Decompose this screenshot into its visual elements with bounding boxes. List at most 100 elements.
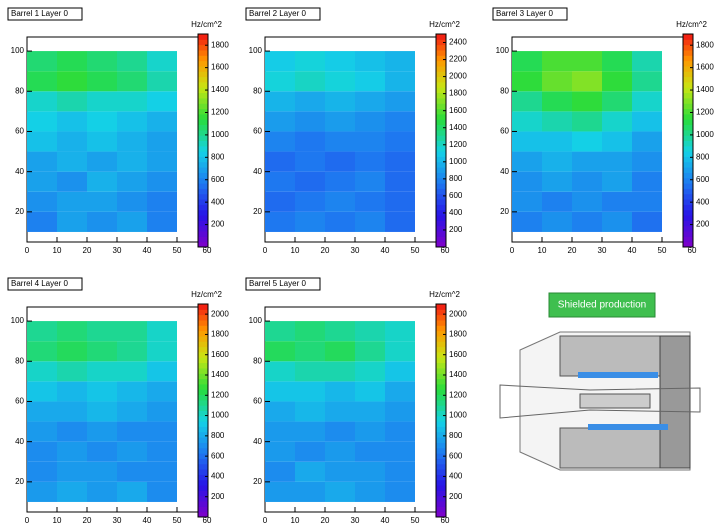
heat-cell [87, 171, 117, 192]
colorbar-segment [683, 81, 693, 88]
chart-title: Barrel 3 Layer 0 [496, 9, 553, 18]
x-tick-label: 10 [291, 516, 300, 525]
colorbar-segment [436, 177, 446, 184]
y-tick-label: 100 [11, 316, 25, 325]
z-tick-label: 800 [449, 431, 463, 440]
colorbar-segment [198, 81, 208, 88]
colorbar-segment [683, 204, 693, 211]
colorbar-segment [436, 151, 446, 157]
colorbar-segment [198, 236, 208, 243]
y-tick-label: 80 [253, 356, 262, 365]
colorbar-segment [436, 215, 446, 221]
colorbar-segment [198, 204, 208, 211]
heat-cell [355, 51, 385, 72]
heat-cell [295, 401, 325, 422]
z-tick-label: 1200 [211, 108, 229, 117]
heat-cell [265, 421, 295, 442]
y-tick-label: 60 [253, 127, 262, 136]
colorbar-segment [436, 209, 446, 216]
colorbar-segment [436, 431, 446, 438]
heat-cell [632, 111, 662, 132]
colorbar-segment [198, 161, 208, 168]
z-axis-label: Hz/cm^2 [676, 20, 707, 29]
heat-cell [542, 91, 572, 112]
heat-cell [27, 211, 57, 232]
colorbar-segment [436, 319, 446, 326]
heat-cell [542, 151, 572, 172]
colorbar-segment [683, 231, 693, 237]
colorbar-segment [683, 177, 693, 184]
colorbar-segment [436, 108, 446, 115]
heat-cell [117, 481, 147, 502]
colorbar-segment [436, 113, 446, 120]
heat-cell [385, 171, 415, 192]
x-tick-label: 10 [291, 246, 300, 255]
z-tick-label: 600 [211, 175, 225, 184]
heat-cell [295, 361, 325, 382]
heat-cell [117, 131, 147, 152]
z-tick-label: 1800 [449, 89, 467, 98]
heat-cell [325, 401, 355, 422]
colorbar-segment [198, 421, 208, 427]
heat-cell [355, 381, 385, 402]
heat-cell [117, 421, 147, 442]
heat-cell [355, 461, 385, 482]
colorbar-segment [436, 236, 446, 243]
y-tick-label: 80 [500, 86, 509, 95]
x-tick-label: 0 [510, 246, 515, 255]
colorbar-segment [683, 119, 693, 126]
heat-cell [265, 401, 295, 422]
colorbar-segment [198, 453, 208, 459]
colorbar-segment [436, 442, 446, 449]
heat-cell [325, 461, 355, 482]
colorbar-segment [436, 231, 446, 237]
colorbar-segment [683, 34, 693, 40]
colorbar-segment [436, 44, 446, 51]
heat-cell [355, 341, 385, 362]
colorbar-segment [198, 209, 208, 216]
colorbar-segment [198, 124, 208, 131]
colorbar-segment [436, 167, 446, 173]
z-tick-label: 1600 [211, 63, 229, 72]
colorbar-segment [436, 501, 446, 507]
colorbar-frame [435, 33, 447, 248]
heat-cell [572, 151, 602, 172]
z-tick-label: 1400 [449, 370, 467, 379]
x-tick-label: 60 [203, 516, 212, 525]
x-tick-label: 20 [568, 246, 577, 255]
heat-cell [295, 191, 325, 212]
colorbar-segment [198, 129, 208, 136]
heat-cell [57, 421, 87, 442]
colorbar-segment [198, 474, 208, 481]
heat-cell [57, 461, 87, 482]
heat-cell [572, 91, 602, 112]
chart-title: Barrel 5 Layer 0 [249, 279, 306, 288]
colorbar-segment [436, 447, 446, 454]
colorbar-segment [683, 44, 693, 51]
z-tick-label: 1200 [696, 108, 714, 117]
heat-cell [117, 461, 147, 482]
heat-cell [87, 481, 117, 502]
heat-cell [295, 171, 325, 192]
heat-cell [325, 441, 355, 462]
heat-cell [265, 321, 295, 342]
colorbar-segment [198, 426, 208, 433]
z-tick-label: 1000 [449, 411, 467, 420]
colorbar-segment [436, 92, 446, 99]
heat-cell [385, 341, 415, 362]
heat-cell [355, 71, 385, 92]
x-tick-label: 30 [598, 246, 607, 255]
heat-cell [265, 111, 295, 132]
colorbar-segment [436, 485, 446, 491]
heat-cell [265, 51, 295, 72]
colorbar-segment [683, 140, 693, 147]
heat-cell [87, 381, 117, 402]
colorbar-segment [198, 378, 208, 385]
colorbar-segment [436, 389, 446, 396]
heat-cell [325, 131, 355, 152]
heat-cell [572, 211, 602, 232]
heat-cell [355, 321, 385, 342]
heat-cell [57, 71, 87, 92]
heat-cell [385, 401, 415, 422]
colorbar-segment [683, 55, 693, 62]
